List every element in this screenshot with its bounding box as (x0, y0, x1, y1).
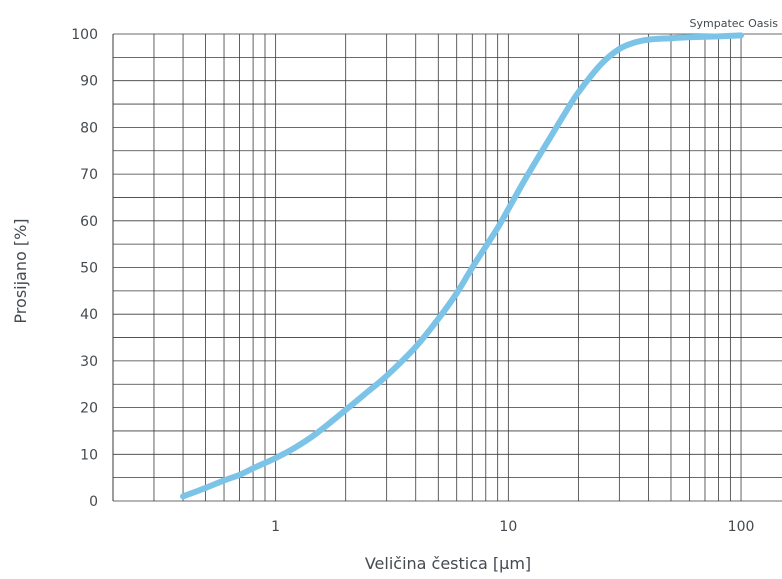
chart-annotation: Sympatec Oasis (690, 17, 779, 30)
x-tick-label: 100 (728, 519, 755, 535)
y-tick-label: 50 (80, 261, 98, 277)
y-axis-title: Prosijano [%] (11, 218, 30, 323)
y-tick-label: 60 (80, 214, 98, 230)
y-tick-label: 30 (80, 354, 98, 370)
x-tick-label: 1 (271, 519, 280, 535)
series-curve-group (180, 32, 745, 500)
y-tick-label: 70 (80, 167, 98, 183)
y-tick-label: 0 (89, 494, 98, 510)
grid (112, 33, 782, 502)
x-axis-title: Veličina čestica [µm] (365, 554, 531, 573)
series-line (180, 32, 745, 500)
y-tick-label: 20 (80, 401, 98, 417)
y-tick-label: 40 (80, 307, 98, 323)
y-tick-label: 90 (80, 74, 98, 90)
y-tick-label: 80 (80, 120, 98, 136)
y-tick-label: 10 (80, 447, 98, 463)
x-tick-label: 10 (499, 519, 517, 535)
y-tick-label: 100 (71, 27, 98, 43)
